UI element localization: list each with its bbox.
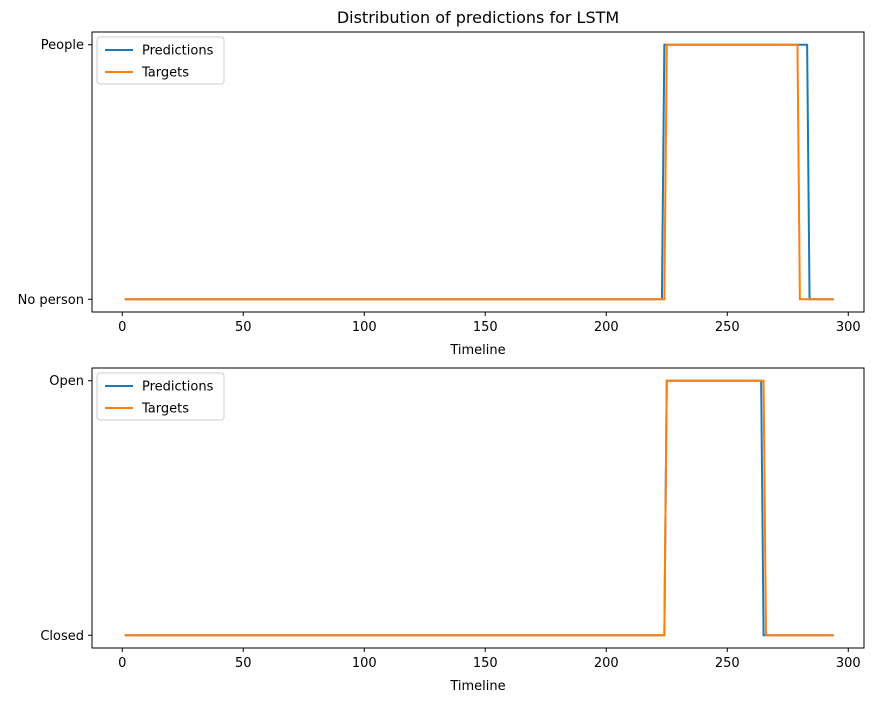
x-tick-label: 100 (352, 320, 377, 335)
x-tick-label: 0 (118, 656, 126, 671)
x-axis-label: Timeline (449, 343, 505, 358)
series-line-targets (124, 43, 834, 301)
x-tick-label: 200 (594, 320, 619, 335)
y-tick-label: No person (18, 293, 84, 308)
x-tick-label: 0 (118, 320, 126, 335)
legend-label-predictions: Predictions (142, 44, 214, 59)
legend-label-targets: Targets (141, 402, 189, 417)
axes-frame (91, 31, 865, 313)
chart-title: Distribution of predictions for LSTM (337, 8, 619, 27)
x-tick-label: 250 (715, 656, 740, 671)
x-tick-label: 200 (594, 656, 619, 671)
y-tick-label: Closed (40, 629, 84, 644)
axes-frame (91, 367, 865, 649)
y-tick-label: Open (49, 374, 84, 389)
x-tick-label: 50 (235, 656, 252, 671)
plot-area-people (124, 43, 834, 301)
subplot-people: Distribution of predictions for LSTM 0 50… (18, 8, 865, 358)
series-line-predictions (124, 43, 834, 301)
y-tick-label: People (41, 38, 84, 53)
ticks-people: 0 50 100 150 200 250 300 No person People (18, 38, 861, 335)
x-tick-label: 50 (235, 320, 252, 335)
x-tick-label: 150 (473, 656, 498, 671)
ticks-door: 0 50 100 150 200 250 300 Closed Open (40, 374, 860, 671)
series-line-predictions (124, 379, 834, 637)
plot-area-door (124, 379, 834, 637)
legend-people: Predictions Targets (96, 36, 225, 85)
x-tick-label: 100 (352, 656, 377, 671)
subplot-door: 0 50 100 150 200 250 300 Closed Open Timeline Pr… (40, 367, 865, 694)
x-tick-label: 150 (473, 320, 498, 335)
x-axis-label: Timeline (449, 679, 505, 694)
legend-label-targets: Targets (141, 66, 189, 81)
series-line-targets (124, 379, 834, 637)
x-tick-label: 300 (836, 320, 861, 335)
x-tick-label: 250 (715, 320, 740, 335)
x-tick-label: 300 (836, 656, 861, 671)
legend-label-predictions: Predictions (142, 380, 214, 395)
legend-door: Predictions Targets (96, 372, 225, 421)
